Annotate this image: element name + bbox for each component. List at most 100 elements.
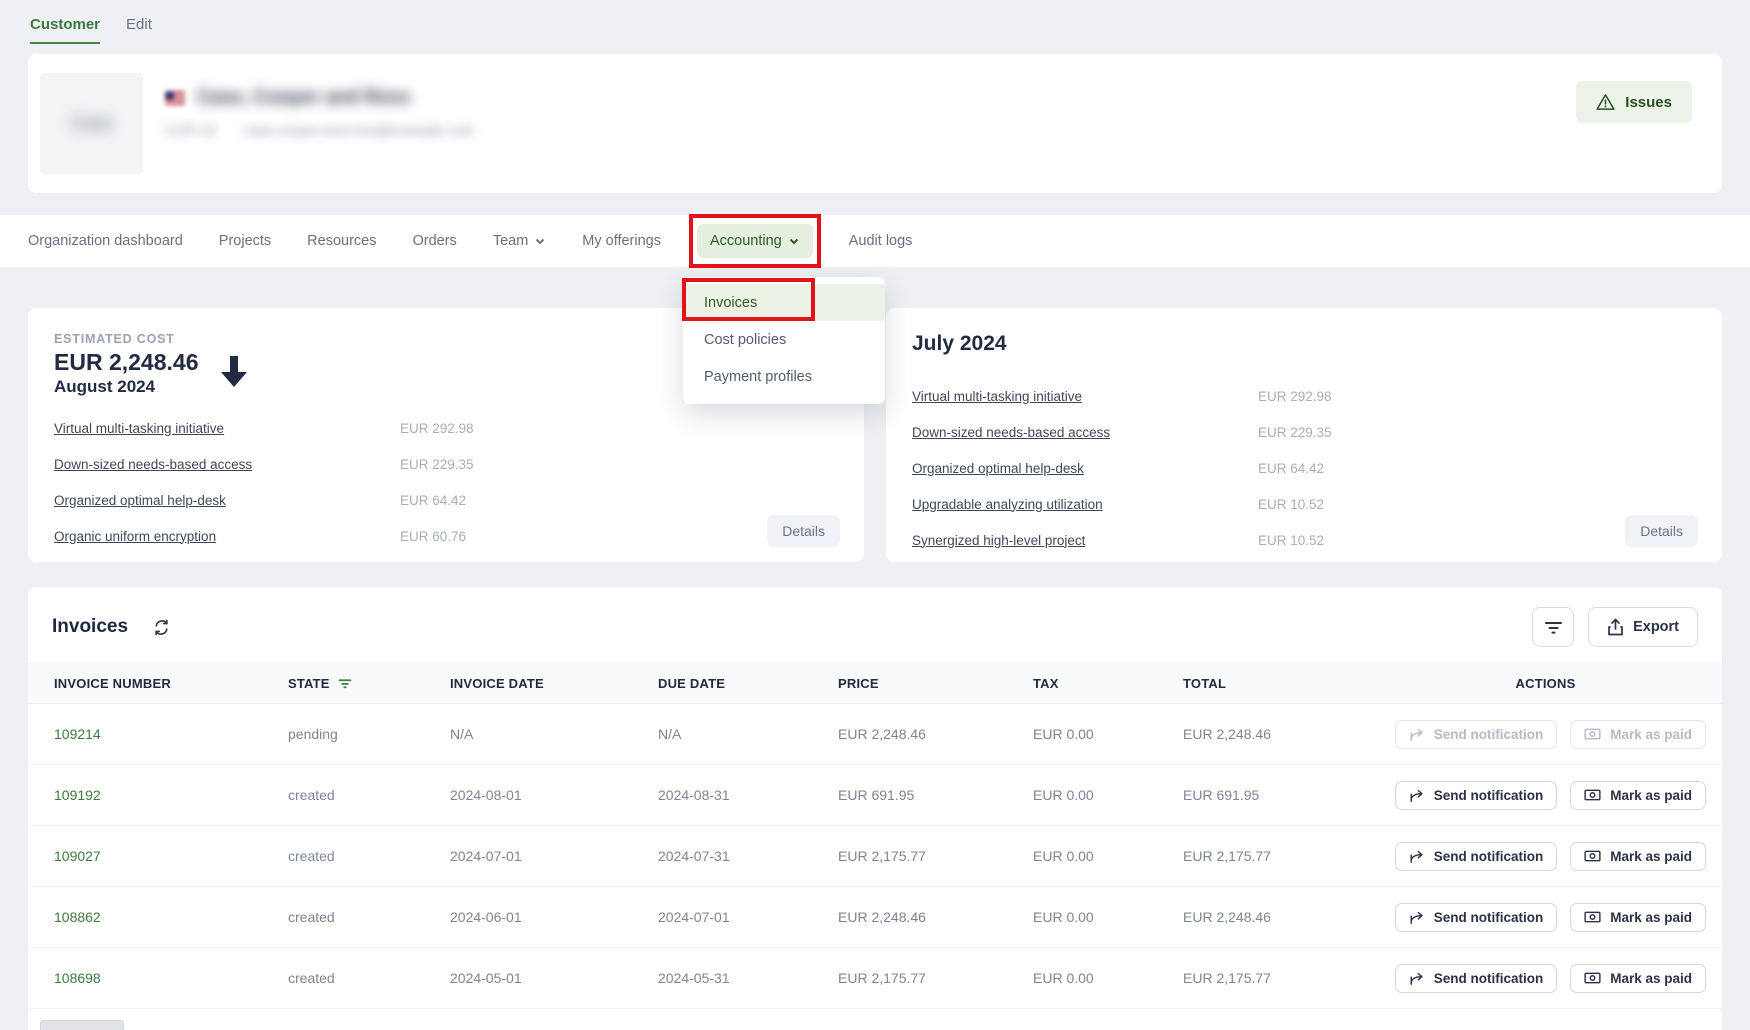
cost-item-link[interactable]: Organized optimal help-desk <box>54 492 226 508</box>
send-notification-button[interactable]: Send notification <box>1394 963 1558 993</box>
send-notification-button[interactable]: Send notification <box>1394 841 1558 871</box>
cost-item-value: EUR 292.98 <box>1258 388 1332 404</box>
banknote-icon <box>1584 972 1601 984</box>
cost-item-link[interactable]: Virtual multi-tasking initiative <box>912 388 1083 404</box>
cost-item-link[interactable]: Down-sized needs-based access <box>54 456 253 472</box>
export-button[interactable]: Export <box>1588 607 1698 647</box>
mark-as-paid-label: Mark as paid <box>1610 848 1692 864</box>
cost-item-value: EUR 10.52 <box>1258 532 1325 548</box>
menu-item-cost-policies[interactable]: Cost policies <box>704 331 787 348</box>
filter-button[interactable] <box>1532 607 1575 647</box>
mark-as-paid-button[interactable]: Mark as paid <box>1570 963 1706 993</box>
send-notification-button[interactable]: Send notification <box>1394 780 1558 810</box>
details-button[interactable]: Details <box>1625 515 1698 547</box>
previous-month-title: July 2024 <box>912 332 1007 355</box>
mark-as-paid-button[interactable]: Mark as paid <box>1570 841 1706 871</box>
invoice-number-link[interactable]: 109027 <box>54 848 101 864</box>
invoice-due-date: N/A <box>658 726 682 742</box>
nav-accounting-label: Accounting <box>710 233 782 249</box>
customer-name-blurred: Case, Cooper and Ross <box>197 87 411 108</box>
invoice-row: 109027 created 2024-07-01 2024-07-31 EUR… <box>28 826 1722 887</box>
invoice-number-link[interactable]: 108698 <box>54 970 101 986</box>
mark-as-paid-button[interactable]: Mark as paid <box>1570 719 1706 749</box>
estimated-cost-period: August 2024 <box>54 377 156 396</box>
state-filter-icon <box>338 678 352 688</box>
invoice-date: 2024-06-01 <box>450 909 522 925</box>
invoice-due-date: 2024-05-31 <box>658 970 730 986</box>
nav-resources[interactable]: Resources <box>307 233 377 249</box>
nav-team[interactable]: Team <box>493 233 546 249</box>
send-notification-label: Send notification <box>1433 848 1544 864</box>
cost-item-link[interactable]: Organized optimal help-desk <box>912 460 1084 476</box>
invoice-number-link[interactable]: 109214 <box>54 726 101 742</box>
cost-item: Organized optimal help-desk EUR 64.42 <box>912 450 1696 486</box>
invoice-state: created <box>288 909 335 925</box>
nav-organization-dashboard[interactable]: Organization dashboard <box>28 233 183 249</box>
invoice-date: N/A <box>450 726 474 742</box>
cost-item: Virtual multi-tasking initiative EUR 292… <box>54 410 838 446</box>
cost-item: Organized optimal help-desk EUR 64.42 <box>54 482 838 518</box>
nav-my-offerings[interactable]: My offerings <box>582 233 661 249</box>
estimated-cost-amount: EUR 2,248.46 <box>54 349 199 375</box>
mark-as-paid-label: Mark as paid <box>1610 970 1692 986</box>
invoice-number-link[interactable]: 109192 <box>54 787 101 803</box>
menu-item-payment-profiles[interactable]: Payment profiles <box>704 368 812 385</box>
mark-as-paid-label: Mark as paid <box>1610 909 1692 925</box>
send-notification-button[interactable]: Send notification <box>1394 719 1558 749</box>
nav-orders[interactable]: Orders <box>412 233 457 249</box>
invoice-date: 2024-08-01 <box>450 787 522 803</box>
estimated-cost-label: ESTIMATED COST <box>54 332 175 346</box>
refresh-icon <box>155 619 168 635</box>
issues-button[interactable]: Issues <box>1576 81 1692 123</box>
cost-item-link[interactable]: Down-sized needs-based access <box>912 424 1111 440</box>
cost-item-value: EUR 10.52 <box>1258 496 1325 512</box>
tab-customer[interactable]: Customer <box>30 16 101 44</box>
banknote-icon <box>1584 789 1601 801</box>
export-label: Export <box>1633 619 1679 635</box>
invoice-price: EUR 691.95 <box>838 787 915 803</box>
cost-item-value: EUR 64.42 <box>1258 460 1325 476</box>
filter-icon <box>1544 621 1562 634</box>
customer-code-blurred: CCR-10 <box>165 122 216 138</box>
invoice-price: EUR 2,175.77 <box>838 848 926 864</box>
cost-item-link[interactable]: Virtual multi-tasking initiative <box>54 420 225 436</box>
invoices-table-header: INVOICE NUMBER STATE INVOICE DATE DUE DA… <box>28 663 1722 704</box>
banknote-icon <box>1584 911 1601 923</box>
previous-month-items: Virtual multi-tasking initiative EUR 292… <box>912 378 1696 558</box>
invoice-date: 2024-05-01 <box>450 970 522 986</box>
tab-edit[interactable]: Edit <box>126 16 152 33</box>
col-state-label: STATE <box>288 675 330 691</box>
mark-as-paid-label: Mark as paid <box>1610 787 1692 803</box>
cost-item-link[interactable]: Organic uniform encryption <box>54 528 217 544</box>
menu-item-invoices[interactable]: Invoices <box>683 284 885 321</box>
cost-item-value: EUR 229.35 <box>1258 424 1332 440</box>
invoice-total: EUR 2,175.77 <box>1183 970 1271 986</box>
export-icon <box>1607 618 1624 636</box>
cost-item-value: EUR 60.76 <box>400 528 467 544</box>
cost-item: Down-sized needs-based access EUR 229.35 <box>912 414 1696 450</box>
refresh-button[interactable] <box>150 616 173 639</box>
invoice-tax: EUR 0.00 <box>1033 909 1094 925</box>
nav-team-label: Team <box>492 233 529 249</box>
col-state[interactable]: STATE <box>288 676 450 691</box>
col-tax: TAX <box>1033 675 1059 691</box>
details-button[interactable]: Details <box>767 515 840 547</box>
send-notification-label: Send notification <box>1433 726 1544 742</box>
send-notification-button[interactable]: Send notification <box>1394 902 1558 932</box>
invoices-header: Invoices <box>28 587 1722 663</box>
send-icon <box>1410 911 1423 924</box>
col-invoice-date: INVOICE DATE <box>450 675 544 691</box>
cost-item-link[interactable]: Upgradable analyzing utilization <box>912 496 1103 512</box>
main-navbar: Organization dashboard Projects Resource… <box>0 214 1750 404</box>
nav-projects[interactable]: Projects <box>218 233 272 249</box>
nav-accounting[interactable]: Accounting <box>697 224 813 258</box>
cost-item-link[interactable]: Synergized high-level project <box>912 532 1086 548</box>
mark-as-paid-button[interactable]: Mark as paid <box>1570 902 1706 932</box>
warning-triangle-icon <box>1596 93 1615 111</box>
send-notification-label: Send notification <box>1433 970 1544 986</box>
mark-as-paid-button[interactable]: Mark as paid <box>1570 780 1706 810</box>
nav-audit-logs[interactable]: Audit logs <box>848 233 913 249</box>
invoice-due-date: 2024-07-31 <box>658 848 730 864</box>
invoice-number-link[interactable]: 108862 <box>54 909 101 925</box>
estimated-cost-items: Virtual multi-tasking initiative EUR 292… <box>54 410 838 554</box>
